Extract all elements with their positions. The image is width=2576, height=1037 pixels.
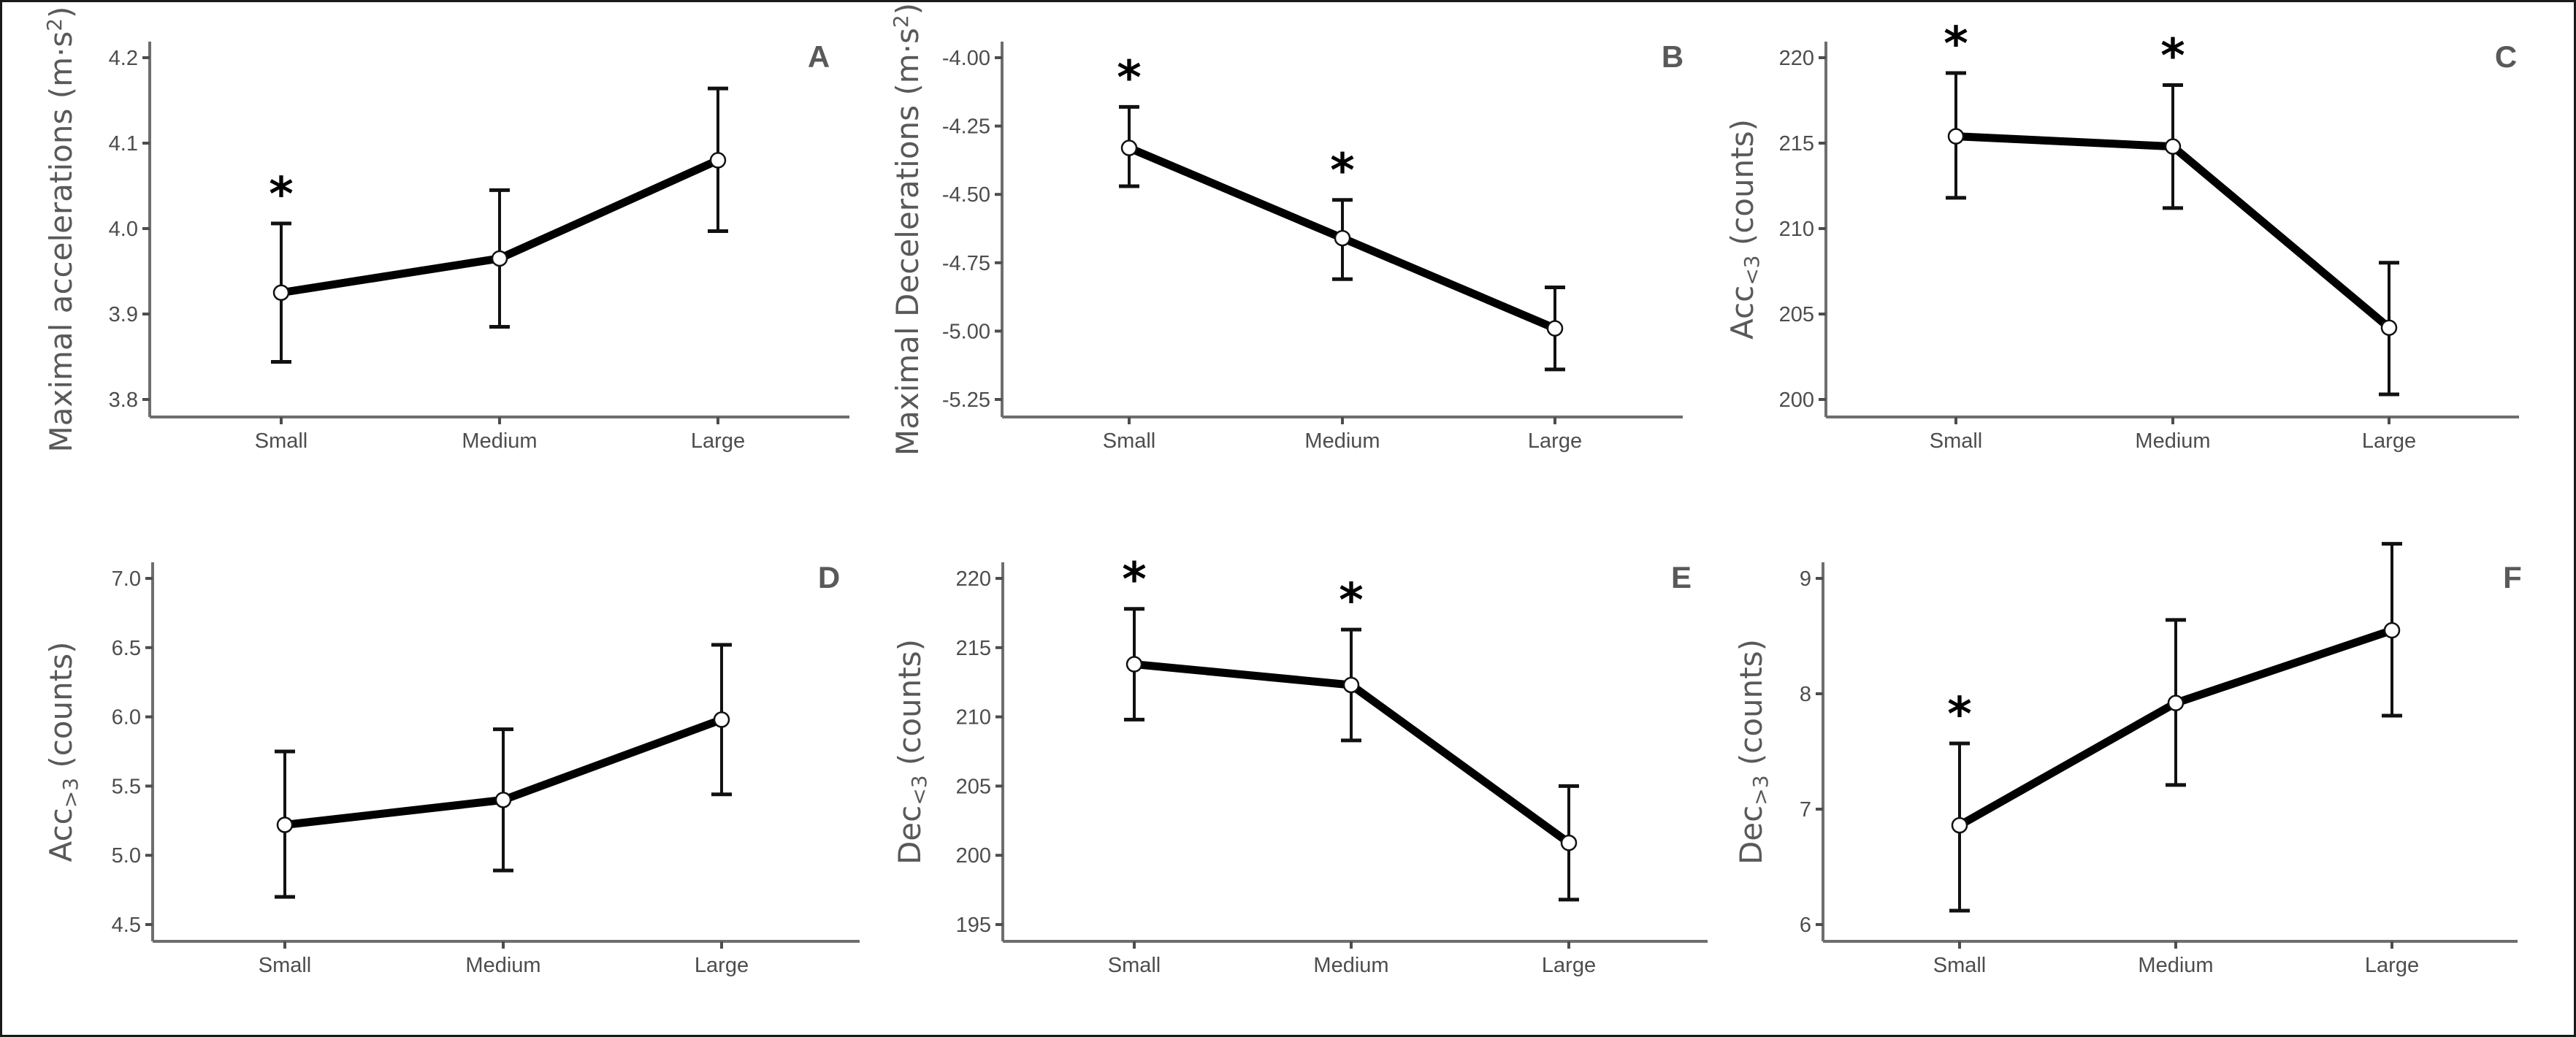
y-tick-label: 220: [1779, 47, 1814, 70]
panel-d: 4.5 5.0 5.5 6.0 6.5 7.0 Small Medium Large Acc>3 …: [43, 560, 860, 977]
significance-asterisk: *: [1944, 18, 1968, 72]
y-tick-label: 220: [956, 567, 991, 591]
data-point: [2380, 319, 2398, 336]
data-point: [1947, 128, 1965, 145]
panel-label: F: [2503, 560, 2522, 594]
y-axis-title: Dec<3 (counts): [892, 639, 931, 865]
significance-asterisk: *: [2160, 29, 2185, 83]
data-point: [1951, 816, 1968, 834]
x-tick-label: Small: [255, 429, 308, 453]
data-point: [272, 284, 290, 301]
data-point: [2167, 694, 2185, 711]
y-tick-label: 3.9: [109, 303, 138, 326]
data-point: [494, 792, 512, 808]
panel-c: 200 205 210 215 220 Small Medium Large Acc<3 (co…: [1724, 18, 2519, 453]
data-point: [1342, 676, 1360, 694]
data-point: [1334, 229, 1351, 247]
y-tick-label: 215: [956, 637, 991, 660]
y-tick-label: 4.0: [109, 218, 138, 241]
y-tick-label: -5.25: [942, 389, 990, 412]
x-tick-label: Small: [1108, 954, 1161, 977]
y-tick-label: 4.5: [112, 914, 141, 937]
x-tick-label: Large: [1528, 429, 1582, 453]
y-tick-label: 7.0: [112, 567, 141, 591]
y-tick-label: 8: [1800, 683, 1811, 706]
significance-asterisk: *: [1339, 574, 1363, 628]
y-tick-label: 7: [1800, 798, 1811, 822]
x-tick-label: Medium: [2135, 429, 2210, 453]
x-tick-label: Small: [1103, 429, 1156, 453]
significance-asterisk: *: [1117, 51, 1141, 105]
data-point: [276, 816, 294, 833]
x-tick-label: Small: [259, 954, 312, 977]
y-tick-label: 9: [1800, 567, 1811, 591]
y-axis-title: Acc<3 (counts): [1724, 119, 1764, 340]
panel-a: 3.8 3.9 4.0 4.1 4.2 Small Medium Large Maximal a…: [42, 7, 849, 453]
data-point: [491, 250, 508, 267]
y-tick-label: 210: [1779, 218, 1814, 241]
panel-label: D: [818, 560, 840, 594]
y-tick-label: -4.50: [942, 183, 990, 207]
x-tick-label: Medium: [462, 429, 537, 453]
y-axis-title: Dec>3 (counts): [1733, 639, 1773, 865]
panel-label: A: [808, 39, 830, 74]
y-tick-label: 6.5: [112, 637, 141, 660]
data-point: [709, 152, 727, 169]
data-point: [1120, 139, 1138, 156]
y-tick-label: 6: [1800, 914, 1811, 937]
data-point: [713, 711, 730, 728]
y-tick-label: 5.0: [112, 844, 141, 868]
panel-label: B: [1662, 39, 1683, 74]
x-tick-label: Large: [1542, 954, 1596, 977]
data-point: [2164, 138, 2182, 155]
x-tick-label: Large: [691, 429, 745, 453]
x-tick-label: Large: [695, 954, 749, 977]
x-tick-label: Medium: [2138, 954, 2213, 977]
y-tick-label: -4.00: [942, 47, 990, 70]
y-tick-label: 205: [956, 775, 991, 798]
y-tick-label: -4.75: [942, 252, 990, 275]
y-tick-label: 200: [956, 844, 991, 868]
significance-asterisk: *: [1947, 688, 1971, 742]
y-axis-title: Maximal Decelerations (m·s2): [889, 3, 925, 456]
y-tick-label: 4.2: [109, 47, 138, 70]
panel-e: 195 200 205 210 215 220 Small Medium Large Dec<3 …: [892, 554, 1708, 977]
y-tick-label: 195: [956, 914, 991, 937]
y-tick-label: 6.0: [112, 706, 141, 730]
y-axis-title: Maximal accelerations (m·s2): [42, 7, 79, 453]
panel-label: C: [2495, 39, 2517, 74]
y-tick-label: -5.00: [942, 320, 990, 343]
data-point: [1560, 834, 1578, 852]
x-tick-label: Medium: [465, 954, 540, 977]
y-tick-label: 4.1: [109, 132, 138, 156]
panel-label: E: [1671, 560, 1692, 594]
y-tick-label: 3.8: [109, 389, 138, 412]
significance-asterisk: *: [1330, 145, 1354, 199]
data-point: [2383, 621, 2401, 639]
significance-asterisk: *: [269, 168, 293, 222]
x-tick-label: Medium: [1304, 429, 1380, 453]
y-tick-label: 200: [1779, 389, 1814, 412]
panel-b: -5.25 -5.00 -4.75 -4.50 -4.25 -4.00 Small Mediu…: [889, 3, 1683, 456]
y-tick-label: 5.5: [112, 775, 141, 798]
x-tick-label: Large: [2362, 429, 2416, 453]
data-point: [1125, 656, 1143, 673]
y-tick-label: 205: [1779, 303, 1814, 326]
significance-asterisk: *: [1122, 554, 1146, 608]
x-tick-label: Medium: [1313, 954, 1388, 977]
panel-f: 6 7 8 9 Small Medium Large Dec>3 (counts) F *: [1733, 542, 2522, 977]
x-tick-label: Large: [2365, 954, 2419, 977]
x-tick-label: Small: [1930, 429, 1983, 453]
y-tick-label: -4.25: [942, 115, 990, 139]
x-tick-label: Small: [1933, 954, 1987, 977]
y-tick-label: 215: [1779, 132, 1814, 156]
data-point: [1546, 320, 1564, 337]
y-tick-label: 210: [956, 706, 991, 730]
y-axis-title: Acc>3 (counts): [43, 642, 83, 862]
